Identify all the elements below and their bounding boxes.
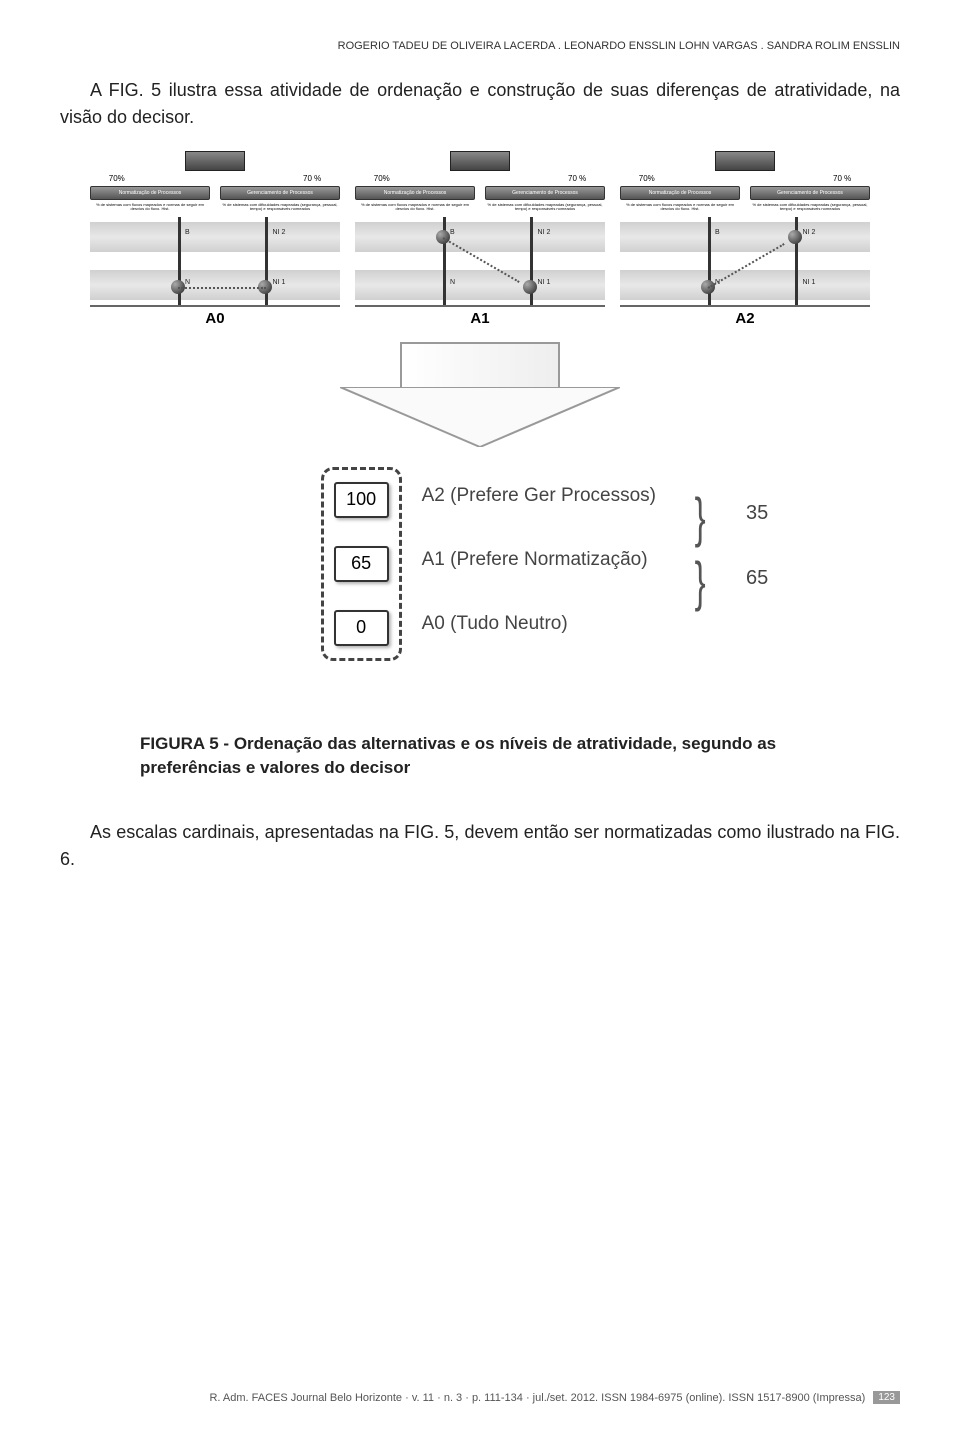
desc-right: % de sistemas com dificuldades mapeadas … xyxy=(220,203,340,212)
rank-label-1: A1 (Prefere Normatização) xyxy=(422,549,656,613)
pct-left: 70% xyxy=(109,174,125,183)
panel-label-a0: A0 xyxy=(205,310,224,327)
figure-5: 70% 70 % Normatização de Processos Geren… xyxy=(60,151,900,707)
rank-label-0: A2 (Prefere Ger Processos) xyxy=(422,485,656,549)
pct-right: 70 % xyxy=(303,174,321,183)
figure-caption: FIGURA 5 - Ordenação das alternativas e … xyxy=(140,732,820,780)
pct-left: 70% xyxy=(374,174,390,183)
scale-area-a2: B NI 2 N NI 1 xyxy=(620,217,870,307)
desc-right: % de sistemas com dificuldades mapeadas … xyxy=(750,203,870,212)
scale-area-a1: B NI 2 N NI 1 xyxy=(355,217,605,307)
brace-group: } } 35 65 xyxy=(691,467,709,613)
paragraph-2: As escalas cardinais, apresentadas na FI… xyxy=(60,819,900,873)
brace-icon: } xyxy=(695,485,706,549)
panel-center-box xyxy=(450,151,510,171)
scale-ranking: 100 65 0 A2 (Prefere Ger Processos) A1 (… xyxy=(321,467,710,677)
desc-left: % de sistemas com fluxos mapeados e norm… xyxy=(355,203,475,212)
panel-center-box xyxy=(715,151,775,171)
pct-right: 70 % xyxy=(833,174,851,183)
subbox-right: Gerenciamento de Processos xyxy=(220,186,340,200)
panels-row: 70% 70 % Normatização de Processos Geren… xyxy=(90,151,870,327)
subbox-right: Gerenciamento de Processos xyxy=(750,186,870,200)
subbox-left: Normatização de Processos xyxy=(620,186,740,200)
brace-icon: } xyxy=(695,549,706,613)
rank-label-2: A0 (Tudo Neutro) xyxy=(422,613,656,677)
panel-label-a2: A2 xyxy=(735,310,754,327)
header-authors: ROGERIO TADEU DE OLIVEIRA LACERDA . LEON… xyxy=(60,40,900,52)
paragraph-1: A FIG. 5 ilustra essa atividade de orden… xyxy=(60,77,900,131)
panel-a1: 70% 70 % Normatização de Processos Geren… xyxy=(355,151,605,327)
desc-right: % de sistemas com dificuldades mapeadas … xyxy=(485,203,605,212)
scale-area-a0: B NI 2 N NI 1 xyxy=(90,217,340,307)
desc-left: % de sistemas com fluxos mapeados e norm… xyxy=(620,203,740,212)
panel-label-a1: A1 xyxy=(470,310,489,327)
diff-1: 65 xyxy=(746,567,768,590)
panel-a2: 70% 70 % Normatização de Processos Geren… xyxy=(620,151,870,327)
scale-value-2: 0 xyxy=(334,610,389,646)
scale-value-1: 65 xyxy=(334,546,389,582)
scale-value-0: 100 xyxy=(334,482,389,518)
subbox-left: Normatização de Processos xyxy=(355,186,475,200)
footer-citation: R. Adm. FACES Journal Belo Horizonte · v… xyxy=(209,1392,865,1404)
diff-0: 35 xyxy=(746,502,768,525)
big-arrow-icon xyxy=(280,342,680,452)
panel-center-box xyxy=(185,151,245,171)
panel-a0: 70% 70 % Normatização de Processos Geren… xyxy=(90,151,340,327)
footer: R. Adm. FACES Journal Belo Horizonte · v… xyxy=(209,1391,900,1404)
labels-column: A2 (Prefere Ger Processos) A1 (Prefere N… xyxy=(422,467,656,677)
pct-right: 70 % xyxy=(568,174,586,183)
page-number: 123 xyxy=(873,1391,900,1404)
desc-left: % de sistemas com fluxos mapeados e norm… xyxy=(90,203,210,212)
subbox-right: Gerenciamento de Processos xyxy=(485,186,605,200)
pct-left: 70% xyxy=(639,174,655,183)
subbox-left: Normatização de Processos xyxy=(90,186,210,200)
scale-values-column: 100 65 0 xyxy=(321,467,402,661)
